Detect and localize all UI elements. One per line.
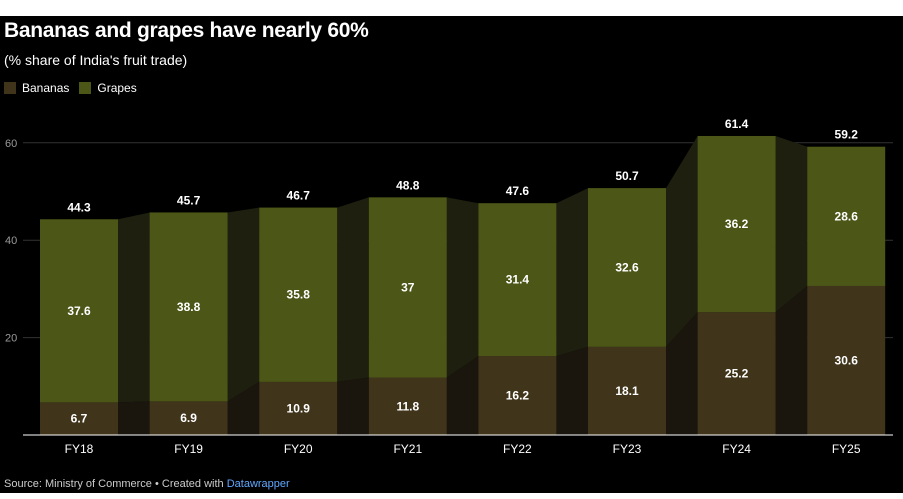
chart-subtitle: (% share of India's fruit trade)	[4, 52, 188, 68]
y-tick-label-60: 60	[5, 138, 17, 150]
bananas-connector-4	[556, 346, 588, 435]
bananas-connector-0	[118, 401, 150, 435]
legend-label-grapes: Grapes	[97, 81, 137, 95]
x-tick-label-FY24: FY24	[722, 442, 751, 456]
legend-swatch-grapes	[79, 82, 92, 94]
bananas-connector-1	[227, 381, 260, 435]
legend-swatch-bananas	[4, 82, 16, 94]
bar-bananas-FY22	[478, 356, 557, 435]
source-text: Source: Ministry of Commerce • Created w…	[4, 478, 227, 490]
bar-grapes-FY21	[368, 197, 447, 378]
total-value-label-FY21: 48.8	[396, 178, 420, 192]
bar-grapes-FY24	[697, 135, 776, 313]
grapes-connector-5	[666, 135, 698, 347]
bananas-connector-6	[775, 285, 808, 435]
datawrapper-link[interactable]: Datawrapper	[226, 478, 290, 490]
bananas-value-label-FY25: 30.6	[835, 353, 859, 367]
y-tick-label-20: 20	[5, 333, 17, 345]
grapes-value-label-FY18: 37.6	[67, 304, 91, 318]
bar-grapes-FY19	[149, 212, 228, 402]
total-value-label-FY18: 44.3	[67, 200, 91, 214]
bar-bananas-FY21	[368, 377, 447, 435]
grapes-value-label-FY25: 28.6	[835, 209, 859, 223]
legend-item-bananas: Bananas	[4, 81, 69, 95]
chart-container: Bananas and grapes have nearly 60% (% sh…	[0, 16, 903, 493]
legend: Bananas Grapes	[4, 81, 147, 95]
chart-title: Bananas and grapes have nearly 60%	[4, 19, 369, 42]
bananas-value-label-FY22: 16.2	[506, 389, 530, 403]
grapes-value-label-FY24: 36.2	[725, 217, 749, 231]
x-tick-label-FY19: FY19	[174, 442, 203, 456]
grapes-value-label-FY23: 32.6	[615, 260, 639, 274]
bar-bananas-FY23	[588, 346, 666, 435]
total-value-label-FY22: 47.6	[506, 184, 530, 198]
bananas-connector-3	[446, 356, 479, 435]
total-value-label-FY20: 46.7	[287, 189, 311, 203]
bar-bananas-FY25	[807, 285, 886, 435]
bananas-value-label-FY18: 6.7	[71, 412, 88, 426]
legend-label-bananas: Bananas	[22, 81, 70, 95]
x-tick-label-FY22: FY22	[503, 442, 532, 456]
total-value-label-FY23: 50.7	[615, 169, 639, 183]
grapes-connector-0	[118, 212, 150, 403]
grapes-connector-6	[775, 135, 808, 313]
bar-bananas-FY24	[697, 312, 776, 435]
grapes-value-label-FY19: 38.8	[177, 300, 201, 314]
grapes-connector-1	[227, 207, 260, 402]
total-value-label-FY25: 59.2	[835, 128, 859, 142]
bar-grapes-FY18	[40, 219, 118, 403]
x-tick-label-FY20: FY20	[284, 442, 313, 456]
grapes-connector-4	[556, 188, 588, 357]
bananas-value-label-FY24: 25.2	[725, 367, 749, 381]
bananas-connector-2	[337, 377, 369, 435]
legend-item-grapes: Grapes	[79, 81, 137, 95]
bar-bananas-FY18	[40, 402, 118, 435]
x-tick-label-FY25: FY25	[832, 442, 861, 456]
bananas-value-label-FY20: 10.9	[287, 401, 311, 415]
bar-bananas-FY20	[259, 381, 338, 435]
bar-grapes-FY20	[259, 207, 338, 382]
grapes-connector-3	[446, 197, 479, 378]
footer: Source: Ministry of Commerce • Created w…	[4, 478, 290, 490]
grapes-value-label-FY20: 35.8	[287, 288, 311, 302]
bar-grapes-FY25	[807, 146, 886, 286]
bar-bananas-FY19	[149, 401, 228, 435]
y-tick-label-40: 40	[5, 235, 17, 247]
bananas-value-label-FY23: 18.1	[615, 384, 639, 398]
bar-grapes-FY23	[588, 188, 666, 347]
x-tick-label-FY18: FY18	[65, 442, 94, 456]
total-value-label-FY19: 45.7	[177, 193, 201, 207]
x-tick-label-FY21: FY21	[393, 442, 422, 456]
total-value-label-FY24: 61.4	[725, 117, 749, 131]
stacked-bar-chart: 20 40 60 6.7 37.6 44.3 FY18 6.9 38.8 45.7 FY19 10.9…	[5, 117, 893, 456]
bar-grapes-FY22	[478, 203, 557, 357]
bananas-connector-5	[666, 312, 698, 435]
x-tick-label-FY23: FY23	[613, 442, 642, 456]
bananas-value-label-FY19: 6.9	[180, 411, 197, 425]
bananas-value-label-FY21: 11.8	[396, 399, 419, 413]
grapes-value-label-FY21: 37	[401, 280, 415, 294]
grapes-value-label-FY22: 31.4	[506, 273, 530, 287]
grapes-connector-2	[337, 197, 369, 382]
